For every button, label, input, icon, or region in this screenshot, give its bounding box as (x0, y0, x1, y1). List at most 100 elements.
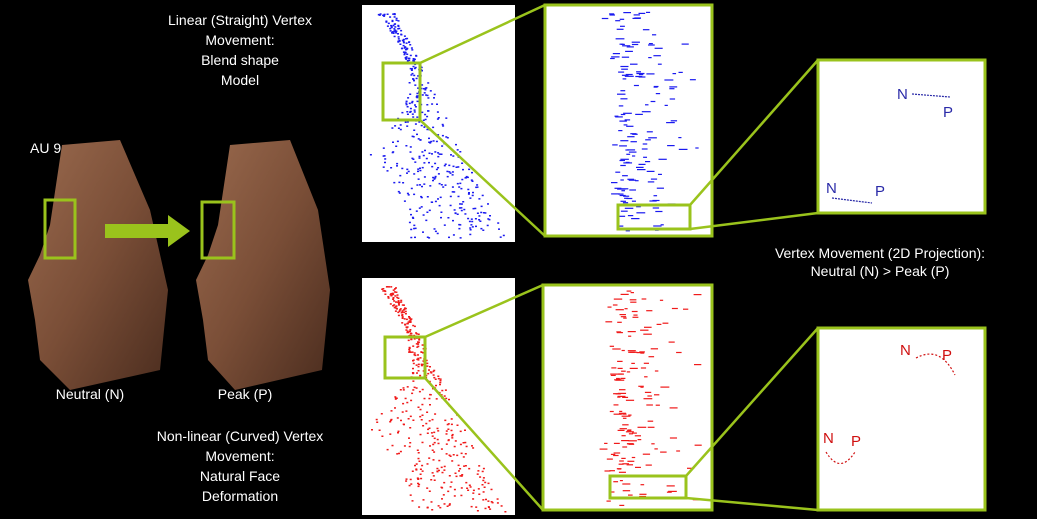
vertex-dot (424, 87, 427, 89)
trajectory (915, 353, 956, 376)
zoom-roi (608, 474, 688, 500)
vertex-dot (464, 429, 466, 431)
vertex-dot (615, 20, 621, 22)
vertex-dot (403, 53, 406, 56)
vertex-dot (426, 104, 429, 106)
vertex-dot (394, 310, 397, 312)
vertex-dot (472, 207, 475, 210)
vertex-dot (405, 318, 408, 321)
vertex-dot (402, 182, 405, 184)
vertex-dot (401, 317, 404, 319)
vertex-dot (416, 477, 419, 479)
vertex-dot (414, 66, 417, 69)
vertex-dot (396, 162, 399, 165)
vertex-dot (448, 171, 451, 173)
vertex-dot (393, 300, 396, 302)
vertex-dot (631, 200, 636, 202)
vertex-dot (381, 288, 384, 290)
vertex-dot (487, 482, 490, 485)
vertex-dot (475, 506, 478, 508)
vertex-dot (449, 455, 452, 457)
vertex-dot (405, 410, 408, 412)
vertex-dot (433, 97, 435, 99)
vertex-dot (402, 387, 405, 389)
vertex-dot (399, 43, 402, 45)
vertex-dot (437, 117, 440, 119)
vertex-dot (401, 111, 404, 114)
vertex-dot (628, 433, 633, 435)
vertex-dot (460, 494, 463, 497)
vertex-dot (415, 463, 418, 465)
vertex-dot (640, 329, 649, 331)
vertex-dot (410, 69, 413, 71)
vertex-dot (500, 505, 503, 507)
vertex-dot (421, 464, 424, 467)
vertex-dot (462, 201, 465, 203)
vertex-dot (376, 421, 379, 423)
vertex-dot (417, 138, 420, 140)
vertex-dot (387, 296, 390, 298)
vertex-dot (382, 166, 385, 168)
vertex-dot (433, 178, 436, 180)
vertex-dot (627, 136, 635, 138)
vertex-dot (647, 395, 652, 397)
vertex-dot (678, 137, 682, 139)
vertex-dot (426, 411, 429, 413)
vertex-dot (452, 155, 455, 157)
vertex-dot (394, 29, 397, 31)
detail-panel (816, 326, 987, 512)
vertex-dot (459, 237, 462, 239)
vertex-dot (622, 175, 628, 177)
vertex-dot (424, 113, 427, 116)
vertex-dot (461, 178, 464, 181)
vertex-dot (431, 472, 434, 474)
vertex-dot (409, 151, 412, 153)
vertex-dot (611, 193, 620, 195)
vertex-dot (417, 359, 420, 361)
vertex-dot (435, 384, 437, 387)
vertex-dot (616, 28, 624, 30)
vertex-dot (632, 155, 636, 157)
vertex-dot (476, 186, 479, 188)
vertex-dot (644, 391, 652, 393)
vertex-dot (460, 209, 463, 212)
vertex-dot (451, 435, 454, 437)
connector (689, 59, 819, 206)
vertex-dot (621, 56, 630, 58)
vertex-dot (395, 305, 398, 307)
vertex-dot (619, 120, 627, 122)
vertex-dot (629, 299, 637, 301)
vertex-dot (614, 379, 622, 381)
p-label: P (851, 433, 861, 450)
vertex-dot (621, 370, 626, 372)
caption-line: Model (221, 72, 259, 88)
vertex-dot (643, 398, 653, 400)
vertex-dot (418, 207, 421, 209)
vertex-dot (414, 161, 417, 163)
vertex-dot (435, 140, 438, 143)
vertex-dot (441, 123, 444, 126)
vertex-dot (606, 458, 613, 460)
vertex-dot (415, 387, 418, 389)
vertex-dot (620, 200, 627, 202)
vertex-dot (409, 93, 412, 95)
vertex-dot (429, 185, 432, 187)
vertex-dot (454, 212, 457, 214)
vertex-dot (618, 71, 625, 73)
vertex-dot (446, 175, 449, 178)
vertex-dot (392, 289, 395, 291)
vertex-dot (477, 470, 480, 472)
vertex-dot (472, 498, 475, 500)
vertex-dot (394, 407, 396, 409)
vertex-dot (447, 428, 450, 430)
vertex-dot (450, 418, 453, 420)
vertex-dot (449, 204, 452, 207)
vertex-dot (621, 68, 628, 70)
vertex-dot (445, 433, 448, 435)
vertex-dot (462, 442, 465, 444)
vertex-dot (623, 195, 630, 197)
face-roi (200, 200, 236, 260)
vertex-dot (411, 500, 414, 502)
vertex-dot (409, 442, 412, 444)
vertex-dot (431, 435, 434, 437)
